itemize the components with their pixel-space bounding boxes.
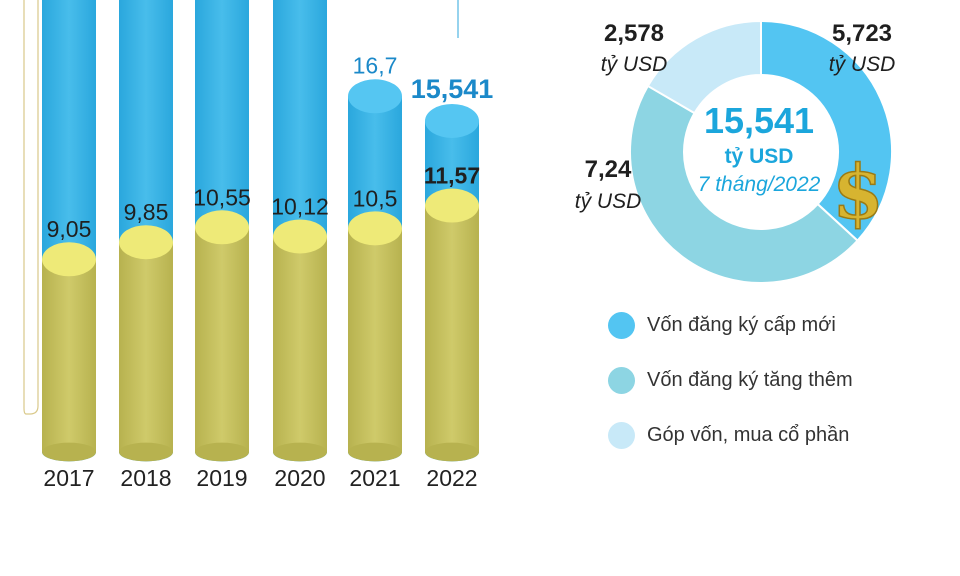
donut-center-unit: tỷ USD	[725, 145, 794, 168]
bar-realized-2022	[425, 205, 479, 452]
realized-value-label: 10,55	[193, 184, 251, 210]
year-tick-label: 2017	[43, 465, 94, 491]
bar-realized-base	[425, 442, 479, 462]
svg-text:$: $	[832, 150, 884, 236]
bar-realized-base	[119, 442, 173, 462]
donut-slice-added-capital	[629, 84, 859, 284]
donut-center-period: 7 tháng/2022	[698, 173, 821, 196]
registered-value-label: 16,7	[353, 52, 398, 78]
donut-slice-new-capital	[760, 19, 893, 243]
bar-realized-base	[42, 442, 96, 462]
legend-label: Vốn đăng ký tăng thêm	[647, 369, 853, 391]
legend-item-share-purchase: Góp vốn, mua cổ phần	[608, 422, 849, 449]
bar-realized-2018	[119, 242, 173, 452]
bar-realized-base	[195, 442, 249, 462]
bar-group-2022: 11,57 15,541 2022	[411, 74, 494, 491]
legend-swatch-share	[608, 422, 635, 449]
legend-swatch-added	[608, 367, 635, 394]
donut-center-value: 15,541	[704, 100, 814, 141]
slice-label-buy-unit: tỷ USD	[601, 53, 668, 76]
realized-value-label: 10,12	[271, 193, 329, 219]
bar-realized-base	[348, 442, 402, 462]
slice-label-add-value: 7,24	[585, 156, 632, 183]
realized-value-label: 9,05	[47, 216, 92, 242]
legend-label: Vốn đăng ký cấp mới	[647, 314, 836, 336]
bar-registered-top	[348, 79, 402, 114]
donut-chart: 15,541 tỷ USD 7 tháng/2022 5,723 tỷ USD …	[575, 19, 896, 284]
bar-realized-2019	[195, 227, 249, 452]
bar-realized-top	[348, 211, 402, 246]
dollar-icon: $	[832, 149, 885, 237]
year-tick-label: 2022	[426, 465, 477, 491]
bar-group-2019: 10,55 2019	[193, 0, 251, 491]
bar-realized-top	[195, 210, 249, 245]
legend-item-new-capital: Vốn đăng ký cấp mới	[608, 312, 836, 339]
slice-label-buy-value: 2,578	[604, 20, 664, 47]
bar-group-2018: 9,85 2018	[119, 0, 173, 491]
bar-group-2020: 10,12 2020	[271, 0, 329, 491]
bar-chart: 9,05 2017 9,85 2018 10,55 2019 10,12 2020 10,5 16…	[23, 0, 494, 491]
bar-realized-top	[273, 219, 327, 254]
bar-realized-2020	[273, 236, 327, 452]
realized-value-label: 11,57	[424, 163, 480, 189]
legend-label: Góp vốn, mua cổ phần	[647, 424, 850, 446]
slice-label-new-unit: tỷ USD	[829, 53, 896, 76]
bar-registered-top	[425, 103, 479, 138]
year-tick-label: 2021	[349, 465, 400, 491]
bar-realized-top	[119, 225, 173, 260]
slice-label-add-unit: tỷ USD	[575, 190, 642, 213]
bar-realized-base	[273, 442, 327, 462]
registered-value-label: 15,541	[411, 74, 494, 104]
bar-realized-2021	[348, 228, 402, 452]
year-tick-label: 2020	[274, 465, 325, 491]
bar-realized-2017	[42, 259, 96, 452]
bracket-line-left	[23, 0, 39, 415]
legend-swatch-new	[608, 312, 635, 339]
legend-item-added-capital: Vốn đăng ký tăng thêm	[608, 367, 853, 394]
bar-realized-top	[42, 242, 96, 277]
bar-group-2017: 9,05 2017	[42, 0, 96, 491]
slice-label-new-value: 5,723	[832, 20, 892, 47]
year-tick-label: 2018	[120, 465, 171, 491]
realized-value-label: 10,5	[353, 185, 398, 211]
donut-slice-share-purchase	[646, 19, 762, 115]
realized-value-label: 9,85	[124, 199, 169, 225]
bar-realized-top	[425, 188, 479, 223]
year-tick-label: 2019	[196, 465, 247, 491]
bar-group-2021: 10,5 16,7 2021	[348, 52, 402, 491]
